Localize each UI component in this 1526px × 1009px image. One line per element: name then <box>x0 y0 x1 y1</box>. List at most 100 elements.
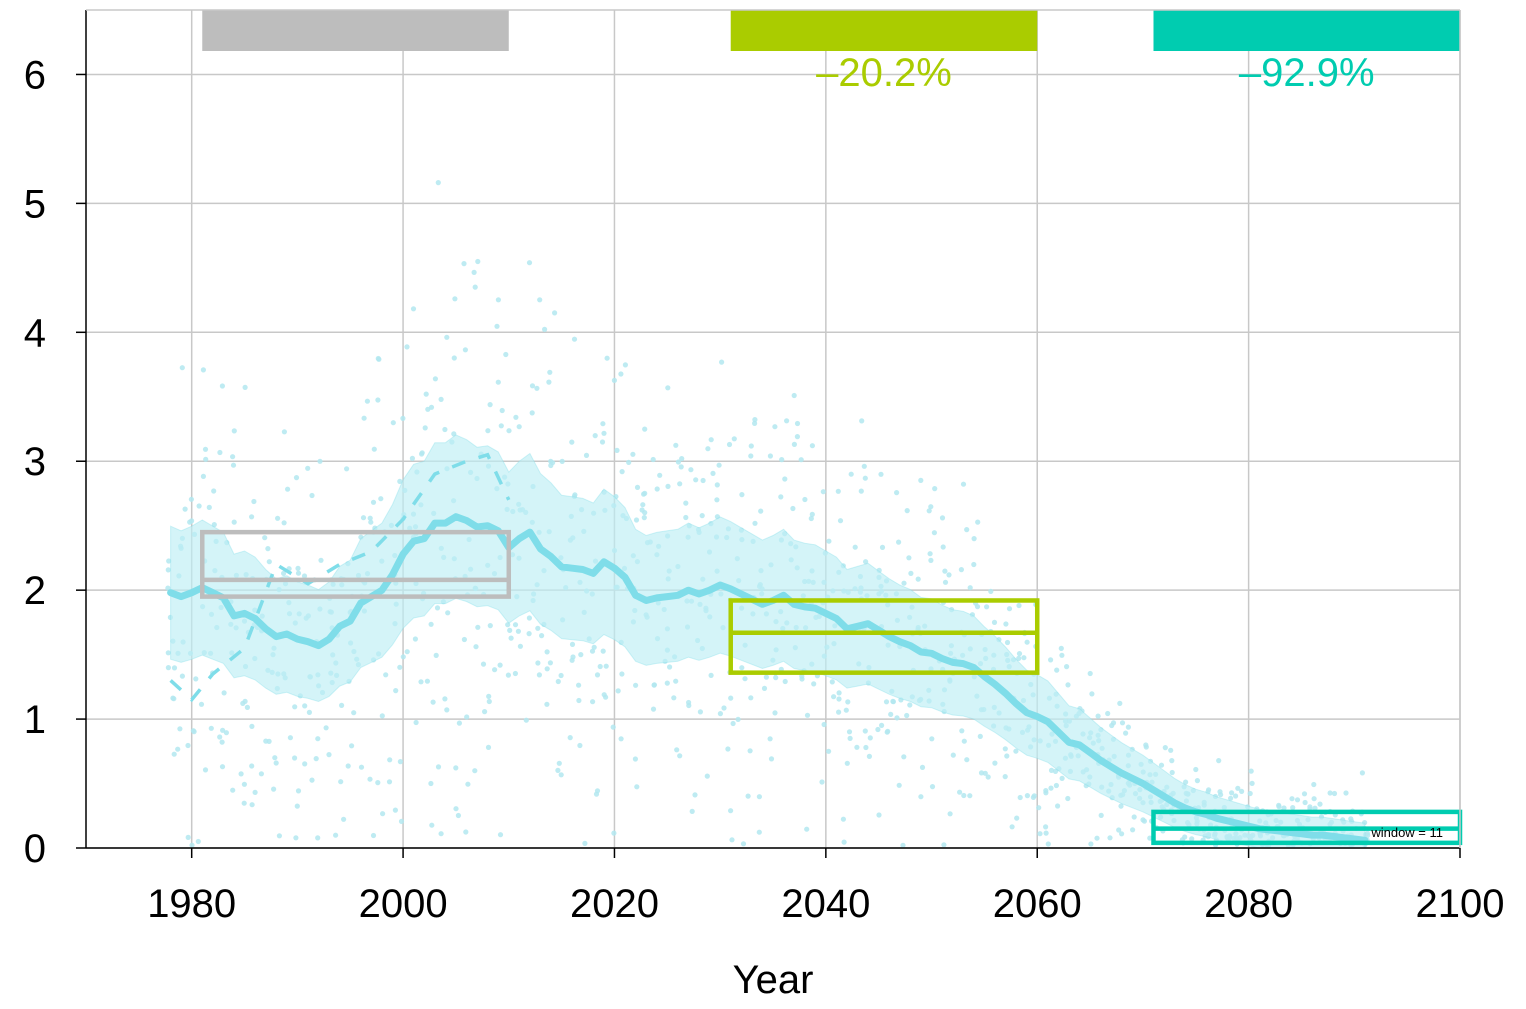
data-point <box>302 703 308 709</box>
data-point <box>794 420 801 427</box>
data-point <box>258 771 264 777</box>
data-point <box>503 351 509 358</box>
data-point <box>844 760 850 766</box>
data-point <box>918 477 924 483</box>
data-point <box>265 546 271 552</box>
data-point <box>526 631 532 637</box>
data-point <box>590 699 596 705</box>
data-point <box>185 834 191 841</box>
data-point <box>811 681 817 687</box>
data-point <box>455 812 461 819</box>
data-point <box>677 753 683 759</box>
data-point <box>619 671 625 677</box>
x-tick-label: 2000 <box>359 882 448 926</box>
data-point <box>558 772 564 778</box>
data-point <box>779 457 785 463</box>
data-point <box>438 831 444 837</box>
data-point <box>475 258 481 265</box>
data-point <box>526 615 533 621</box>
data-point <box>597 663 603 670</box>
data-point <box>879 544 886 551</box>
data-point <box>984 604 990 610</box>
data-point <box>840 816 847 822</box>
data-point <box>1006 606 1013 612</box>
data-point <box>1016 651 1023 657</box>
data-point <box>618 736 624 742</box>
data-point <box>808 515 814 522</box>
data-point <box>1239 788 1245 795</box>
data-point <box>281 520 287 526</box>
data-point <box>576 682 582 688</box>
data-point <box>752 420 758 426</box>
data-point <box>960 481 967 487</box>
data-point <box>679 456 685 462</box>
data-point <box>539 633 545 639</box>
data-point <box>752 417 758 423</box>
data-point <box>220 727 226 733</box>
data-point <box>271 786 277 792</box>
data-point <box>1311 781 1317 788</box>
data-point <box>249 802 255 808</box>
data-point <box>370 832 377 839</box>
data-point <box>884 729 890 735</box>
data-point <box>697 709 704 715</box>
data-point <box>894 490 900 496</box>
data-point <box>249 723 255 730</box>
data-point <box>875 726 881 733</box>
data-point <box>614 447 620 453</box>
data-point <box>1016 602 1022 609</box>
data-point <box>904 712 910 719</box>
data-point <box>1235 785 1241 791</box>
data-point <box>295 570 302 576</box>
data-point <box>1043 830 1049 836</box>
data-point <box>667 664 673 670</box>
data-point <box>555 678 561 685</box>
data-point <box>726 441 733 448</box>
data-point <box>804 712 811 718</box>
data-point <box>461 636 467 643</box>
data-point <box>1169 769 1175 776</box>
data-point <box>410 306 417 312</box>
data-point <box>487 402 493 408</box>
grid <box>86 10 1461 849</box>
data-point <box>505 672 511 678</box>
data-point <box>901 754 907 760</box>
data-point <box>784 418 790 424</box>
data-point <box>185 742 191 749</box>
data-point <box>400 415 406 421</box>
data-point <box>1048 785 1054 791</box>
data-point <box>512 622 519 628</box>
data-point <box>837 518 844 524</box>
data-point <box>798 457 804 463</box>
data-point <box>386 779 393 785</box>
x-tick-label: 2080 <box>1204 882 1293 926</box>
data-point <box>689 808 695 815</box>
data-point <box>480 661 487 667</box>
data-point <box>569 439 575 445</box>
data-point <box>861 463 867 469</box>
data-point <box>295 565 301 572</box>
data-point <box>171 665 178 671</box>
data-point <box>368 519 374 525</box>
data-point <box>380 811 386 817</box>
data-point <box>230 454 236 460</box>
data-point <box>650 706 657 712</box>
data-point <box>285 486 291 492</box>
data-point <box>535 660 541 666</box>
data-point <box>957 789 963 795</box>
data-point <box>642 426 648 432</box>
data-point <box>640 502 646 508</box>
data-point <box>665 385 671 391</box>
data-point <box>929 784 936 790</box>
data-point <box>375 397 381 403</box>
data-point <box>486 698 492 705</box>
data-point <box>452 296 458 302</box>
data-point <box>572 492 578 498</box>
data-point <box>1045 841 1051 847</box>
data-point <box>166 558 172 564</box>
data-point <box>1216 758 1222 764</box>
data-point <box>942 579 949 585</box>
data-point <box>569 657 575 663</box>
data-point <box>1183 779 1189 785</box>
data-point <box>536 672 543 678</box>
